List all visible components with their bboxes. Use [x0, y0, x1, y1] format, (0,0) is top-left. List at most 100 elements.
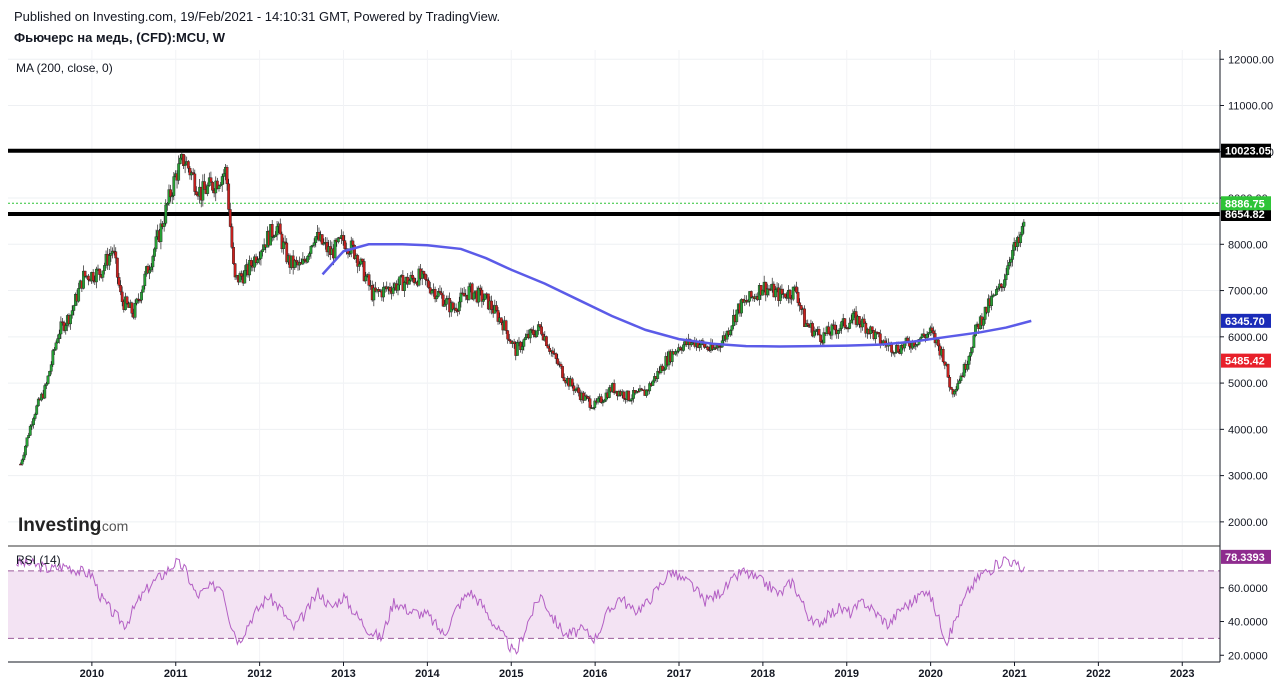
candle-body — [361, 258, 364, 262]
rsi-band-fill — [8, 570, 1220, 639]
candle-body — [903, 342, 906, 349]
candle-body — [24, 445, 27, 456]
candle — [472, 292, 476, 302]
candle — [840, 320, 843, 334]
level-badge: 10023.05 — [1221, 143, 1271, 158]
candle-body — [420, 271, 424, 279]
candle-body — [970, 347, 974, 353]
candle-body — [441, 294, 445, 307]
candle-body — [306, 256, 310, 263]
candle — [280, 231, 284, 253]
candle — [622, 390, 626, 402]
candle-body — [356, 255, 360, 267]
candle-body — [278, 223, 282, 235]
candle-body — [240, 273, 243, 277]
candle — [959, 373, 963, 383]
candle-body — [107, 255, 111, 266]
candle — [774, 285, 777, 301]
candle — [445, 295, 448, 311]
candle — [851, 309, 855, 325]
candle-body — [283, 241, 287, 244]
candle-body — [822, 332, 826, 344]
candle — [936, 339, 940, 351]
candle-body — [538, 324, 542, 327]
candle — [228, 202, 232, 228]
candle — [561, 365, 564, 379]
candle — [154, 229, 158, 252]
horizontal-levels — [8, 148, 1220, 217]
candle — [628, 399, 632, 402]
candle — [467, 282, 471, 301]
candle-body — [761, 290, 764, 296]
candle-body — [628, 400, 632, 402]
candle-body — [916, 344, 919, 346]
candle — [249, 257, 253, 272]
candle — [94, 266, 98, 289]
candle — [209, 171, 213, 183]
candle — [974, 324, 977, 338]
candle-body — [627, 390, 631, 401]
candle-body — [932, 330, 935, 334]
candle-body — [864, 322, 868, 334]
candle — [411, 270, 414, 282]
candle-body — [632, 390, 635, 399]
candle-body — [341, 235, 345, 241]
candle — [572, 382, 576, 396]
candle — [961, 372, 964, 378]
candle-body — [612, 383, 616, 394]
candle — [761, 289, 764, 296]
candle-body — [522, 339, 526, 347]
candle-body — [795, 286, 798, 293]
candle — [164, 199, 168, 226]
candle-body — [535, 330, 539, 337]
candle-body — [125, 296, 129, 304]
candle — [233, 262, 237, 281]
candle-body — [36, 398, 40, 407]
candle — [462, 286, 466, 297]
candle — [480, 286, 484, 308]
candle-body — [53, 349, 56, 351]
candle — [130, 301, 134, 318]
candle — [956, 379, 960, 391]
candle — [172, 172, 176, 201]
candle — [59, 316, 63, 339]
candle-body — [532, 330, 535, 335]
candle — [30, 421, 34, 430]
investing-logo: Investing .com — [18, 515, 128, 536]
candle-body — [480, 289, 484, 302]
candle-body — [30, 424, 34, 427]
candle-body — [191, 172, 195, 175]
candle-body — [556, 358, 560, 365]
candle-body — [765, 288, 769, 296]
candle-body — [28, 425, 32, 436]
candle — [1019, 231, 1023, 248]
candle-body — [817, 329, 821, 336]
candle-body — [870, 326, 874, 331]
candle — [114, 247, 118, 264]
candle — [520, 341, 524, 354]
candle — [1009, 257, 1013, 268]
candle-body — [203, 181, 206, 190]
candle — [545, 335, 548, 347]
candle-body — [730, 325, 734, 331]
candle — [483, 293, 487, 300]
candle-body — [436, 291, 440, 297]
x-tick-label: 2013 — [331, 668, 355, 680]
candle-body — [827, 326, 831, 335]
candle — [601, 398, 605, 407]
candle — [954, 386, 958, 396]
candle — [848, 317, 852, 330]
candle — [117, 273, 121, 288]
candle-body — [48, 371, 52, 377]
candle-body — [257, 258, 261, 261]
candle-body — [351, 240, 355, 246]
rsi-tick-label: 40.0000 — [1228, 617, 1268, 629]
candle — [427, 277, 431, 290]
y-tick-label: 11000.00 — [1228, 101, 1273, 113]
candle-body — [961, 375, 964, 378]
candle-body — [230, 226, 234, 248]
candle — [830, 323, 834, 340]
candle-body — [20, 459, 24, 465]
candle — [903, 342, 906, 352]
